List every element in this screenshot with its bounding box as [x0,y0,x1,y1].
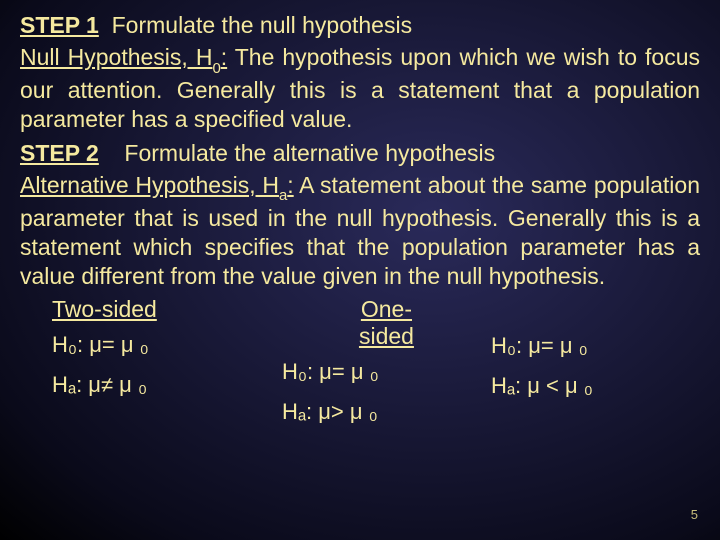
spacer [491,296,700,324]
two-sided-header: Two-sided [52,296,282,323]
step1-label: STEP 1 [20,12,99,38]
h0-one-sided-lt: H₀: μ= μ ₀ [491,328,700,363]
one-sided-lt-column: H₀: μ= μ ₀ Hₐ: μ < μ ₀ [491,296,700,432]
null-hypothesis-def: Null Hypothesis, H0: The hypothesis upon… [20,43,700,134]
page-number: 5 [691,507,698,522]
one-sided-gt-column: One-sided H₀: μ= μ ₀ Hₐ: μ> μ ₀ [282,296,491,432]
step2-label: STEP 2 [20,140,99,166]
one-sided-header: One-sided [342,296,491,350]
ha-one-sided-lt: Hₐ: μ < μ ₀ [491,368,700,403]
step2-line: STEP 2 Formulate the alternative hypothe… [20,140,700,167]
alt-hyp-term: Alternative Hypothesis, Ha: [20,172,294,198]
h0-one-sided-gt: H₀: μ= μ ₀ [282,354,491,389]
null-hyp-term: Null Hypothesis, H0: [20,44,227,70]
ha-two-sided: Hₐ: μ≠ μ ₀ [52,367,282,402]
h0-two-sided: H₀: μ= μ ₀ [52,327,282,362]
step1-title: Formulate the null hypothesis [112,12,412,38]
alt-hypothesis-def: Alternative Hypothesis, Ha: A statement … [20,171,700,291]
step1-line: STEP 1 Formulate the null hypothesis [20,12,700,39]
two-sided-column: Two-sided H₀: μ= μ ₀ Hₐ: μ≠ μ ₀ [20,296,282,432]
step2-title: Formulate the alternative hypothesis [124,140,495,166]
ha-one-sided-gt: Hₐ: μ> μ ₀ [282,394,491,429]
hypothesis-columns: Two-sided H₀: μ= μ ₀ Hₐ: μ≠ μ ₀ One-side… [20,296,700,432]
slide-container: STEP 1 Formulate the null hypothesis Nul… [0,0,720,540]
